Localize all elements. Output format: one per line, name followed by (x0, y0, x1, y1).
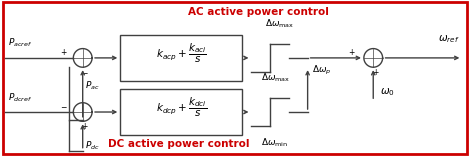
Text: $+$: $+$ (372, 67, 379, 77)
Text: $\Delta\omega_{\rm max}$: $\Delta\omega_{\rm max}$ (261, 72, 290, 84)
Text: $\omega_0$: $\omega_0$ (380, 86, 395, 98)
Bar (120, 89, 242, 135)
Text: $P_{ac}$: $P_{ac}$ (85, 79, 100, 92)
Text: $P_{dcref}$: $P_{dcref}$ (8, 92, 32, 104)
Text: $\Delta\omega_{\rm max}$: $\Delta\omega_{\rm max}$ (266, 18, 295, 30)
Text: AC active power control: AC active power control (188, 7, 329, 17)
Text: $-$: $-$ (81, 67, 89, 76)
Text: $\omega_{ref}$: $\omega_{ref}$ (439, 33, 460, 45)
Text: $-$: $-$ (60, 101, 68, 110)
Text: $+$: $+$ (60, 47, 68, 57)
Text: $P_{acref}$: $P_{acref}$ (8, 36, 32, 49)
Text: $\Delta\omega_p$: $\Delta\omega_p$ (313, 64, 332, 77)
Text: DC active power control: DC active power control (108, 139, 250, 149)
Text: $\Delta\omega_{\rm min}$: $\Delta\omega_{\rm min}$ (261, 137, 288, 149)
Text: $k_{dcp}+\dfrac{k_{dci}}{s}$: $k_{dcp}+\dfrac{k_{dci}}{s}$ (156, 96, 207, 119)
Bar (120, 35, 242, 81)
Text: $k_{acp}+\dfrac{k_{aci}}{s}$: $k_{acp}+\dfrac{k_{aci}}{s}$ (156, 42, 206, 65)
Text: $+$: $+$ (348, 47, 356, 57)
Text: $+$: $+$ (81, 121, 89, 131)
Text: $P_{dc}$: $P_{dc}$ (85, 140, 100, 152)
